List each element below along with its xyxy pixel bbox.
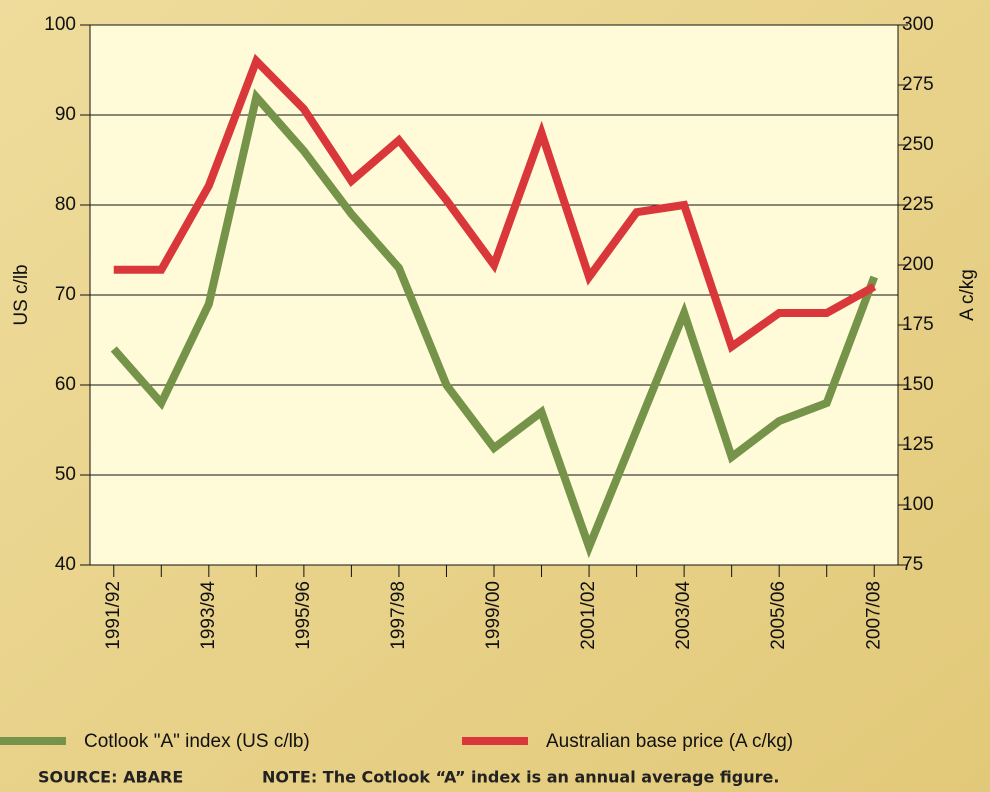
y-tick-label: 100 bbox=[44, 14, 76, 35]
y2-tick-label: 150 bbox=[902, 374, 934, 395]
y2-tick-label: 250 bbox=[902, 134, 934, 155]
y-tick-label: 50 bbox=[55, 464, 76, 485]
note: NOTE: The Cotlook “A” index is an annual… bbox=[262, 768, 779, 787]
y2-tick-label: 100 bbox=[902, 494, 934, 515]
x-tick-label: 1995/96 bbox=[293, 581, 314, 650]
y-axis-label: US c/lb bbox=[11, 264, 32, 325]
series-line bbox=[110, 88, 878, 559]
y-tick-label: 40 bbox=[55, 554, 76, 575]
source: SOURCE: ABARE bbox=[38, 768, 183, 787]
y2-tick-label: 275 bbox=[902, 74, 934, 95]
x-tick-label: 1997/98 bbox=[388, 581, 409, 650]
x-tick-label: 1993/94 bbox=[198, 581, 219, 650]
series-line bbox=[113, 53, 877, 353]
x-tick-label: 1999/00 bbox=[483, 581, 504, 650]
y-tick-label: 70 bbox=[55, 284, 76, 305]
y2-tick-label: 300 bbox=[902, 14, 934, 35]
legend-label: Australian base price (A c/kg) bbox=[546, 731, 793, 752]
y-tick-label: 60 bbox=[55, 374, 76, 395]
x-tick-label: 2007/08 bbox=[863, 581, 884, 650]
y-tick-label: 80 bbox=[55, 194, 76, 215]
y2-axis-label: A c/kg bbox=[957, 269, 978, 321]
x-tick-label: 2001/02 bbox=[578, 581, 599, 650]
legend-label: Cotlook "A" index (US c/lb) bbox=[84, 731, 310, 752]
x-tick-label: 2005/06 bbox=[768, 581, 789, 650]
x-tick-label: 2003/04 bbox=[673, 581, 694, 650]
y2-tick-label: 200 bbox=[902, 254, 934, 275]
y-tick-label: 90 bbox=[55, 104, 76, 125]
y2-tick-label: 175 bbox=[902, 314, 934, 335]
y2-tick-label: 75 bbox=[902, 554, 923, 575]
y2-tick-label: 225 bbox=[902, 194, 934, 215]
y2-tick-label: 125 bbox=[902, 434, 934, 455]
x-tick-label: 1991/92 bbox=[103, 581, 124, 650]
